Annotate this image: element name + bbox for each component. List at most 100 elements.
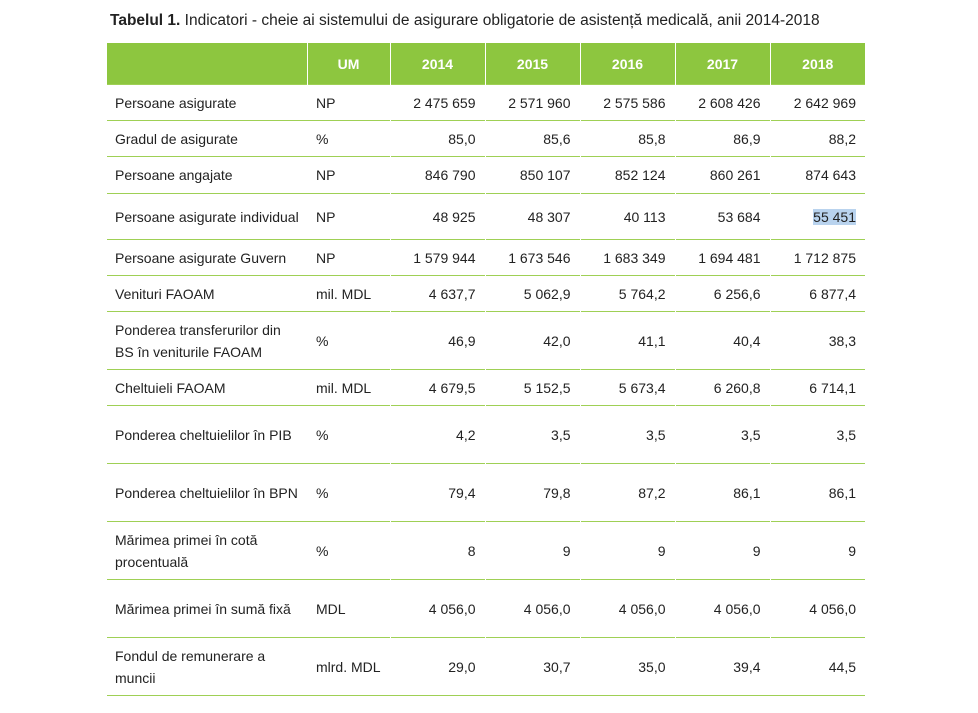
value-text: 41,1 (638, 332, 666, 349)
value-text: 846 790 (424, 167, 476, 183)
value-text: 79,4 (448, 484, 476, 501)
value-text: 1 579 944 (413, 249, 476, 266)
row-unit: % (307, 463, 390, 522)
value-cell: 850 107 (484, 156, 580, 194)
header-cell-label (107, 43, 308, 85)
row-label: Mărimea primei în sumă fixă (107, 579, 307, 638)
value-text: 88,2 (828, 130, 856, 147)
header-cell-2018: 2018 (770, 43, 865, 85)
value-text: 42,0 (543, 332, 571, 349)
row-unit: NP (307, 156, 390, 194)
value-cell: 5 062,9 (484, 275, 580, 312)
value-cell: 86,1 (674, 463, 770, 522)
value-cell: 1 673 546 (484, 239, 580, 276)
value-text: 2 608 426 (698, 94, 761, 111)
value-text: 79,8 (543, 484, 571, 501)
value-cell: 852 124 (579, 156, 675, 194)
value-text: 5 062,9 (523, 285, 571, 302)
row-unit: % (307, 405, 390, 464)
table-row: Persoane asigurate individual NP 48 925 48 … (107, 193, 865, 240)
value-cell: 9 (674, 521, 770, 580)
value-text: 1 673 546 (508, 249, 571, 266)
value-text: 3,5 (741, 426, 761, 443)
value-cell: 3,5 (484, 405, 580, 464)
value-cell: 1 579 944 (389, 239, 485, 276)
indicators-table: UM 2014 2015 2016 2017 2018 Persoane asi… (107, 43, 865, 696)
value-text: 40,4 (733, 332, 761, 349)
row-unit: MDL (307, 579, 390, 638)
value-cell: 29,0 (389, 637, 485, 696)
value-cell: 4 679,5 (389, 369, 485, 406)
row-unit: % (307, 120, 390, 157)
table-row: Fondul de remunerare a muncii mlrd. MDL 29… (107, 637, 865, 696)
table-row: Gradul de asigurate% 85,0 85,6 85,8 86,9 88,2 (107, 120, 865, 157)
value-text: 9 (848, 542, 856, 559)
table-header-row: UM 2014 2015 2016 2017 2018 (107, 43, 865, 85)
table-row: Persoane angajate NP 846 790 850 107 852 124… (107, 156, 865, 194)
value-cell: 39,4 (674, 637, 770, 696)
value-text: 38,3 (828, 332, 856, 349)
value-cell: 44,5 (769, 637, 865, 696)
value-text: 6 256,6 (713, 285, 761, 302)
value-cell: 4 056,0 (769, 579, 865, 638)
table-row: Ponderea transferurilor din BS în venitu… (107, 311, 865, 370)
row-label: Persoane asigurate individual (107, 193, 307, 240)
row-label: Persoane asigurate Guvern (107, 239, 307, 276)
value-cell: 2 571 960 (484, 84, 580, 121)
header-cell-2014: 2014 (390, 43, 486, 85)
value-cell: 1 712 875 (769, 239, 865, 276)
value-text: 4,2 (456, 426, 476, 443)
value-text: 2 575 586 (603, 94, 666, 111)
value-text: 1 712 875 (793, 249, 856, 266)
value-cell: 5 764,2 (579, 275, 675, 312)
value-text: 860 261 (709, 167, 761, 183)
value-cell: 4 056,0 (674, 579, 770, 638)
value-text: 5 152,5 (523, 379, 571, 396)
value-text: 55 451 (813, 208, 856, 225)
value-cell: 2 475 659 (389, 84, 485, 121)
value-cell: 87,2 (579, 463, 675, 522)
value-cell: 860 261 (674, 156, 770, 194)
value-cell: 41,1 (579, 311, 675, 370)
header-cell-2016: 2016 (580, 43, 676, 85)
value-text: 6 714,1 (809, 379, 856, 396)
value-text: 4 056,0 (618, 600, 666, 617)
value-text: 4 679,5 (428, 379, 476, 396)
header-cell-2017: 2017 (675, 43, 771, 85)
value-cell: 3,5 (769, 405, 865, 464)
row-unit: NP (307, 193, 390, 240)
value-cell: 874 643 (769, 156, 865, 194)
value-text: 35,0 (638, 658, 666, 675)
row-label: Ponderea cheltuielilor în BPN (107, 463, 307, 522)
row-label: Venituri FAOAM (107, 275, 307, 312)
value-text: 29,0 (448, 658, 476, 675)
value-cell: 1 694 481 (674, 239, 770, 276)
value-cell: 9 (769, 521, 865, 580)
value-text: 4 056,0 (523, 600, 571, 617)
row-label: Cheltuieli FAOAM (107, 369, 307, 406)
value-text: 2 475 659 (413, 94, 476, 111)
value-cell: 38,3 (769, 311, 865, 370)
row-label: Persoane asigurate (107, 84, 307, 121)
value-text: 4 056,0 (713, 600, 761, 617)
value-text: 86,9 (733, 130, 761, 147)
table-row: Ponderea cheltuielilor în BPN% 79,4 79,8 87… (107, 463, 865, 522)
value-text: 1 683 349 (603, 249, 666, 266)
value-cell: 42,0 (484, 311, 580, 370)
table-row: Ponderea cheltuielilor în PIB% 4,2 3,5 3,5 3… (107, 405, 865, 464)
row-label: Persoane angajate (107, 156, 307, 194)
value-text: 5 764,2 (618, 285, 666, 302)
value-cell: 85,8 (579, 120, 675, 157)
value-cell: 79,8 (484, 463, 580, 522)
table-row: Mărimea primei în cotă procentuală% 8 9 9 9 9 (107, 521, 865, 580)
value-cell: 4 056,0 (579, 579, 675, 638)
value-text: 85,8 (638, 130, 666, 147)
value-cell: 5 152,5 (484, 369, 580, 406)
value-cell: 4 056,0 (389, 579, 485, 638)
value-text: 85,0 (448, 130, 476, 147)
row-label: Ponderea cheltuielilor în PIB (107, 405, 307, 464)
value-text: 48 925 (432, 208, 476, 225)
value-cell: 4 637,7 (389, 275, 485, 312)
value-cell: 6 877,4 (769, 275, 865, 312)
value-text: 5 673,4 (618, 379, 666, 396)
